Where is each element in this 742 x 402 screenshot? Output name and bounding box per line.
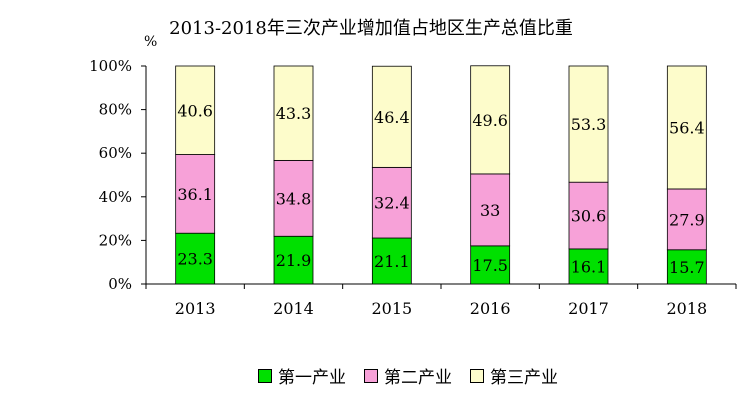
x-tick-label: 2013	[175, 299, 216, 318]
bar-segment	[175, 232, 216, 285]
data-label: 23.3	[177, 250, 213, 269]
data-label: 15.7	[669, 258, 705, 277]
x-tick-label: 2014	[273, 299, 314, 318]
data-label: 32.4	[374, 194, 410, 213]
bar-segment	[568, 181, 609, 250]
x-tick-label: 2018	[666, 299, 707, 318]
bar-segment	[666, 188, 707, 251]
bar-segment	[371, 166, 412, 239]
data-label: 40.6	[177, 101, 213, 120]
bar-segment	[273, 235, 314, 285]
data-label: 30.6	[571, 207, 607, 226]
legend-label-tertiary: 第三产业	[490, 368, 558, 388]
data-label: 46.4	[374, 108, 410, 127]
data-label: 53.3	[571, 115, 607, 134]
bar-segment	[666, 65, 707, 190]
legend-swatch-tertiary	[470, 368, 484, 383]
y-tick-label: 20%	[99, 231, 132, 249]
data-label: 16.1	[571, 257, 607, 276]
bar-segment	[273, 65, 314, 161]
bar-segment	[568, 248, 609, 285]
y-axis-unit: %	[144, 34, 158, 50]
x-tick-label: 2016	[470, 299, 511, 318]
data-label: 33	[480, 201, 500, 220]
y-tick-label: 0%	[108, 275, 132, 293]
x-tick-label: 2017	[568, 299, 609, 318]
legend-label-secondary: 第二产业	[384, 368, 452, 388]
data-label: 27.9	[669, 210, 705, 229]
data-label: 36.1	[177, 185, 213, 204]
bar-segment	[371, 237, 412, 285]
data-label: 17.5	[472, 256, 508, 275]
bar-segment	[568, 65, 609, 183]
data-label: 21.9	[276, 251, 312, 270]
data-label: 21.1	[374, 252, 410, 271]
data-label: 56.4	[669, 118, 705, 137]
chart-title: 2013-2018年三次产业增加值占地区生产总值比重	[169, 18, 573, 39]
y-tick-label: 100%	[89, 57, 132, 75]
bar-segment	[666, 249, 707, 285]
data-label: 49.6	[472, 111, 508, 130]
legend-item-primary: 第一产业	[258, 363, 346, 388]
bar-segment	[470, 65, 511, 175]
bar-segment	[470, 245, 511, 285]
x-tick-label: 2015	[371, 299, 412, 318]
legend-item-secondary: 第二产业	[364, 363, 452, 388]
legend-swatch-primary	[258, 368, 272, 383]
y-tick-label: 60%	[99, 144, 132, 162]
data-label: 34.8	[276, 189, 312, 208]
bar-segment	[175, 65, 216, 155]
bar-segment	[273, 159, 314, 237]
bar-segment	[470, 173, 511, 247]
bar-segment	[371, 65, 412, 168]
y-tick-label: 80%	[99, 101, 132, 119]
data-label: 43.3	[276, 104, 312, 123]
legend-label-primary: 第一产业	[278, 368, 346, 388]
legend-item-tertiary: 第三产业	[470, 363, 558, 388]
legend: 第一产业 第二产业 第三产业	[258, 363, 558, 388]
y-tick-label: 40%	[99, 188, 132, 206]
bar-segment	[175, 154, 216, 234]
legend-swatch-secondary	[364, 368, 378, 383]
